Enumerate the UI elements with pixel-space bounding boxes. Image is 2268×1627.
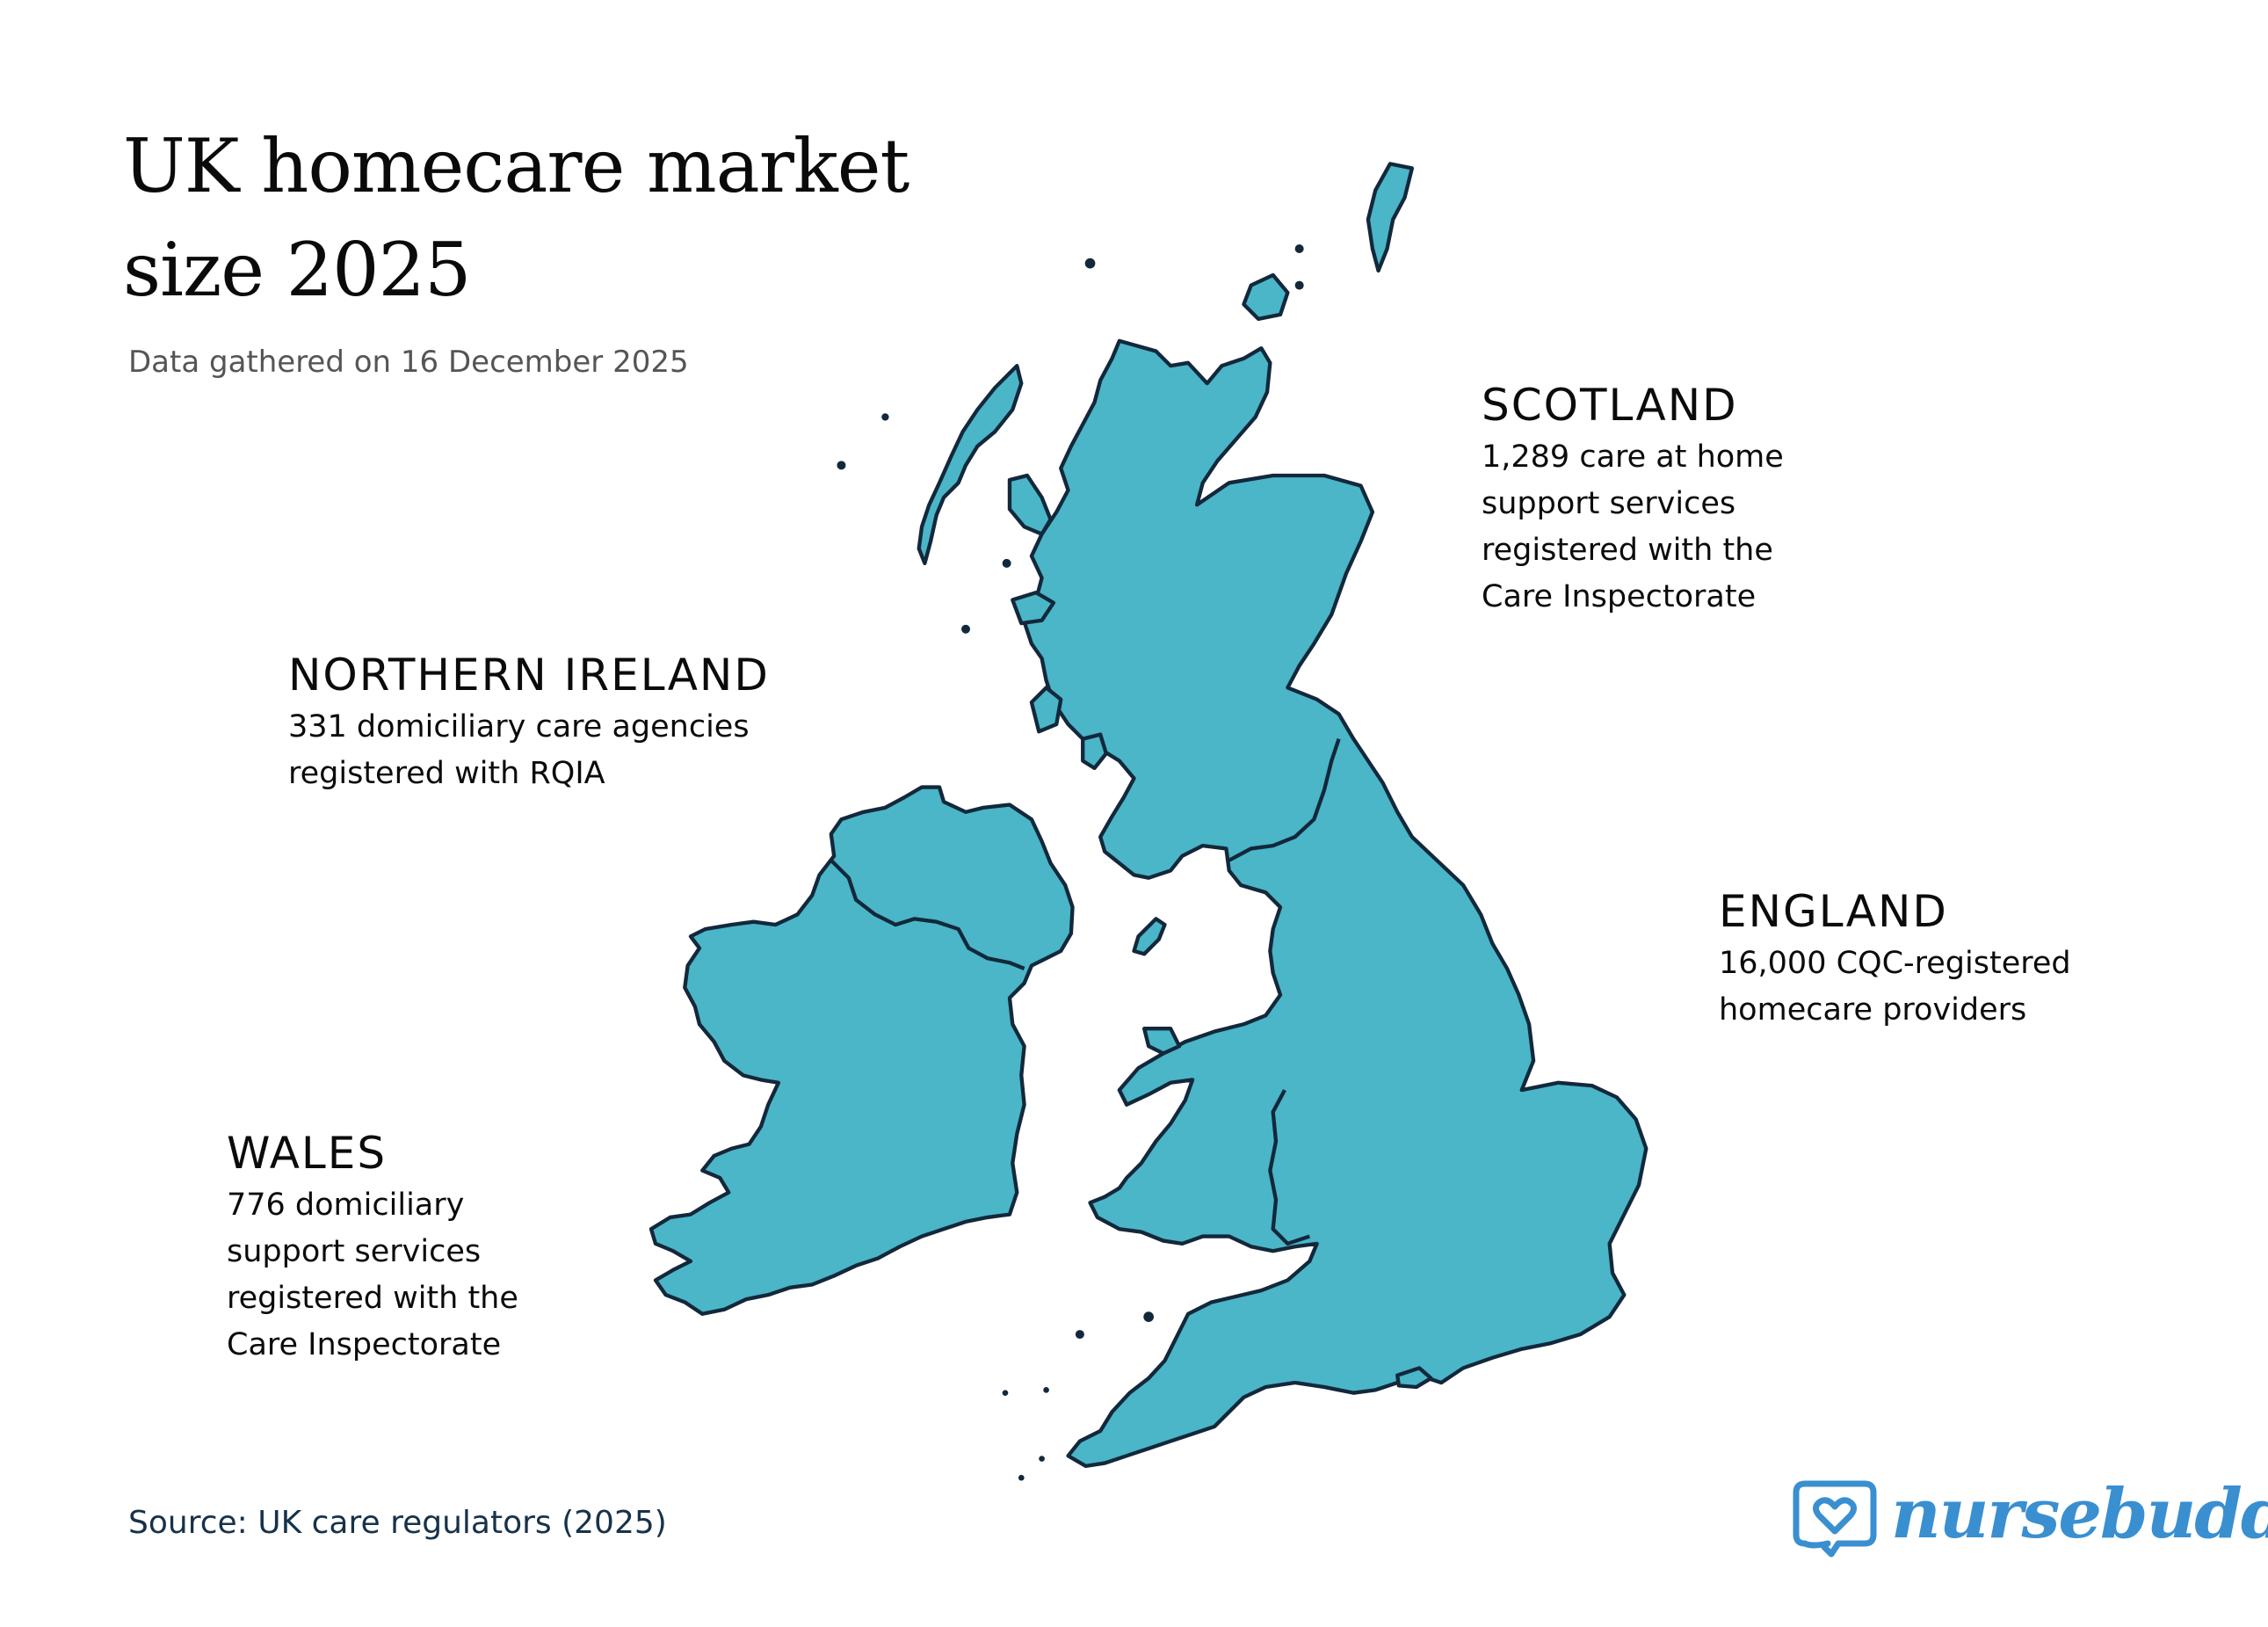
islay-jura [1029, 686, 1063, 734]
skye [1007, 473, 1053, 536]
region-england: ENGLAND 16,000 CQC-registered homecare p… [1719, 883, 2071, 1034]
islet [1002, 1390, 1009, 1396]
region-northern-ireland: NORTHERN IRELAND 331 domiciliary care ag… [288, 646, 770, 797]
region-description: 16,000 CQC-registered homecare providers [1719, 946, 2071, 1028]
outer-hebrides [917, 363, 1024, 566]
islet [1075, 1330, 1084, 1340]
nursebuddy-logo: nursebuddy [1793, 1478, 2268, 1563]
page-title: UK homecare market size 2025 [123, 114, 1002, 322]
islet [1143, 1311, 1154, 1322]
region-name: SCOTLAND [1482, 380, 1738, 431]
title-line-2: size 2025 [123, 227, 471, 313]
islet [1018, 1474, 1025, 1481]
region-name: NORTHERN IRELAND [288, 650, 770, 701]
brand-name: nursebuddy [1891, 1474, 2268, 1554]
islet [1039, 1456, 1045, 1462]
scotland-england-border [1228, 737, 1341, 862]
ni-border [830, 859, 1025, 970]
region-name: WALES [227, 1128, 388, 1179]
region-description: 1,289 care at home support services regi… [1482, 439, 1784, 614]
region-description: 331 domiciliary care agencies registered… [288, 709, 750, 791]
islet [961, 624, 971, 634]
islet [1084, 258, 1096, 269]
islet [881, 413, 889, 421]
islet [1043, 1387, 1049, 1393]
anglesey [1141, 1027, 1182, 1056]
region-scotland: SCOTLAND 1,289 care at home support serv… [1482, 376, 1784, 621]
mull [1011, 590, 1056, 626]
source-note: Source: UK care regulators (2025) [128, 1505, 667, 1541]
shetland [1366, 162, 1415, 273]
arran [1081, 732, 1109, 771]
isle-of-wight [1395, 1366, 1433, 1390]
isle-of-man [1132, 917, 1167, 956]
islet [1002, 558, 1011, 568]
subtitle: Data gathered on 16 December 2025 [128, 345, 689, 380]
islet [1294, 243, 1304, 253]
great-britain-landmass [1022, 338, 1648, 1469]
orkney [1242, 272, 1290, 322]
region-description: 776 domiciliary support services registe… [227, 1188, 518, 1362]
heart-speech-bubble-icon [1793, 1480, 1877, 1558]
england-wales-border [1268, 1089, 1311, 1246]
region-wales: WALES 776 domiciliary support services r… [227, 1124, 518, 1369]
ireland-landmass [649, 785, 1075, 1316]
islet [837, 461, 846, 470]
title-line-1: UK homecare market [123, 123, 909, 209]
region-name: ENGLAND [1719, 886, 1948, 937]
islet [1294, 280, 1304, 290]
